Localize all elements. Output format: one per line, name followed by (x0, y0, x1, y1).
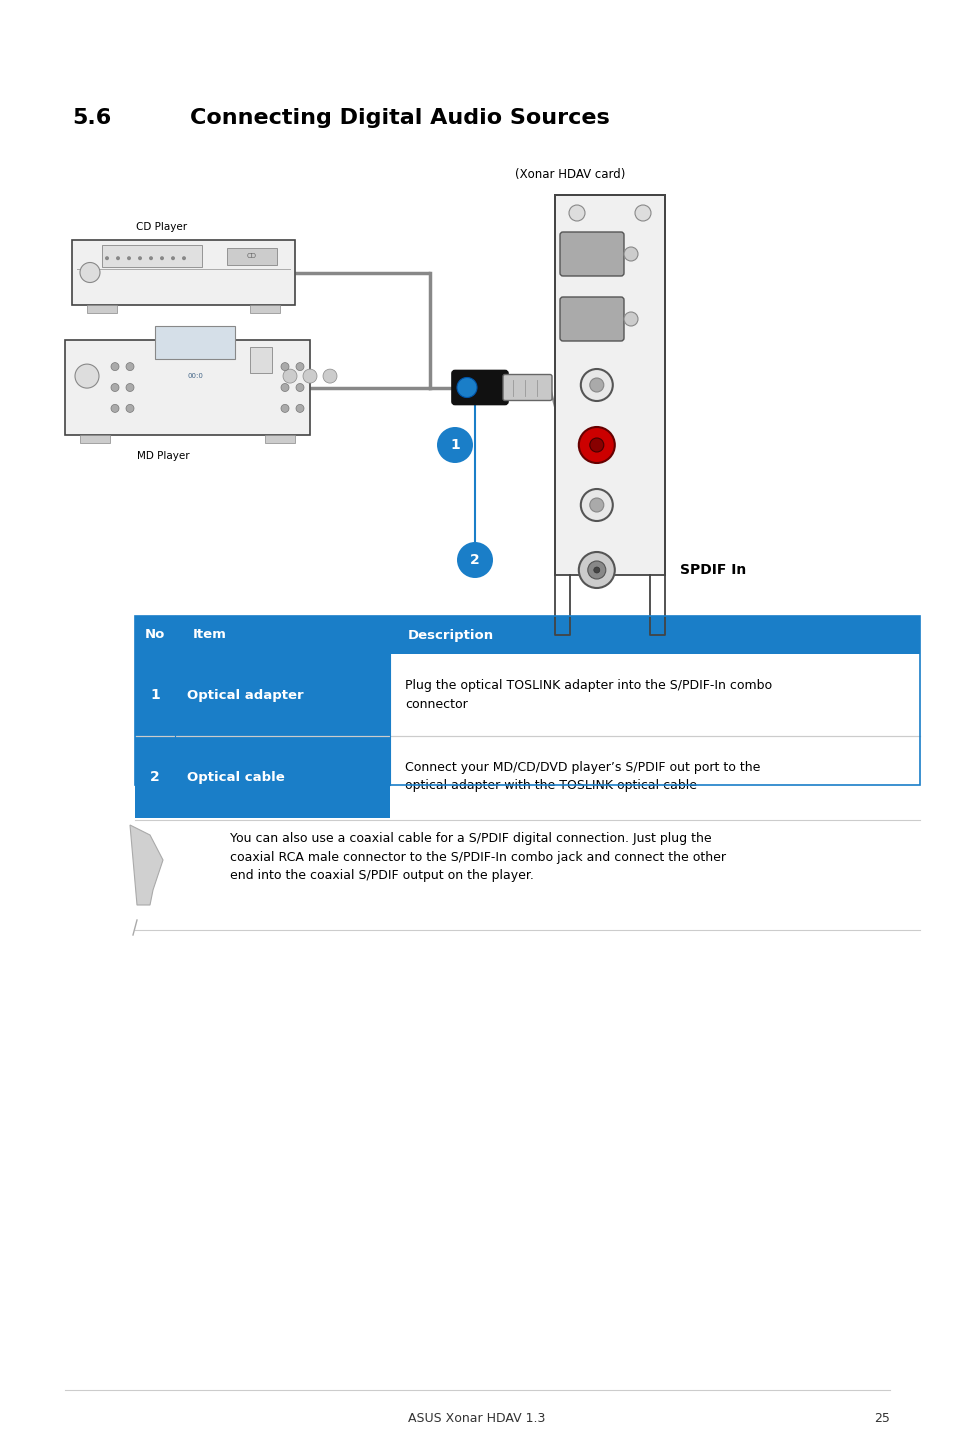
Text: SPDIF In: SPDIF In (679, 564, 745, 577)
Circle shape (281, 404, 289, 413)
FancyBboxPatch shape (559, 298, 623, 341)
Text: ASUS Xonar HDAV 1.3: ASUS Xonar HDAV 1.3 (408, 1412, 545, 1425)
Circle shape (138, 256, 142, 260)
Text: CD: CD (247, 253, 256, 259)
Bar (135, 736, 919, 818)
FancyBboxPatch shape (87, 305, 117, 313)
Circle shape (126, 384, 133, 391)
Circle shape (111, 404, 119, 413)
Text: 00:0: 00:0 (187, 372, 203, 380)
Text: CD Player: CD Player (135, 221, 187, 232)
Circle shape (578, 552, 614, 588)
Circle shape (160, 256, 164, 260)
FancyBboxPatch shape (80, 436, 110, 443)
Text: Connect your MD/CD/DVD player’s S/PDIF out port to the
optical adapter with the : Connect your MD/CD/DVD player’s S/PDIF o… (405, 762, 760, 792)
FancyBboxPatch shape (227, 249, 276, 265)
FancyBboxPatch shape (555, 196, 664, 575)
FancyBboxPatch shape (154, 326, 234, 360)
Circle shape (295, 362, 304, 371)
Circle shape (635, 206, 650, 221)
Circle shape (126, 404, 133, 413)
Bar (135, 736, 174, 818)
Circle shape (587, 561, 605, 580)
Circle shape (589, 439, 603, 452)
Text: Description: Description (408, 628, 494, 641)
Circle shape (456, 378, 476, 397)
Circle shape (436, 427, 473, 463)
Circle shape (182, 256, 186, 260)
Text: 1: 1 (450, 439, 459, 452)
Text: Item: Item (193, 628, 227, 641)
Text: 25: 25 (873, 1412, 889, 1425)
Bar (174, 654, 390, 736)
Circle shape (568, 206, 584, 221)
Bar (135, 615, 919, 654)
FancyBboxPatch shape (71, 240, 294, 305)
Circle shape (111, 384, 119, 391)
Circle shape (281, 362, 289, 371)
FancyBboxPatch shape (250, 347, 272, 374)
Circle shape (295, 404, 304, 413)
FancyBboxPatch shape (452, 371, 507, 404)
Circle shape (149, 256, 152, 260)
FancyBboxPatch shape (102, 244, 202, 267)
Circle shape (171, 256, 174, 260)
Bar (135, 654, 174, 736)
Text: 5.6: 5.6 (71, 108, 112, 128)
Circle shape (281, 384, 289, 391)
Circle shape (323, 370, 336, 383)
Text: Connecting Digital Audio Sources: Connecting Digital Audio Sources (190, 108, 609, 128)
Text: 2: 2 (470, 554, 479, 567)
Circle shape (127, 256, 131, 260)
Bar (135, 654, 919, 736)
Circle shape (589, 378, 603, 393)
Circle shape (578, 427, 614, 463)
Text: Optical adapter: Optical adapter (187, 689, 303, 702)
Circle shape (105, 256, 109, 260)
Circle shape (295, 384, 304, 391)
Text: 2: 2 (150, 769, 160, 784)
Circle shape (303, 370, 316, 383)
Circle shape (80, 263, 100, 282)
Circle shape (623, 247, 638, 262)
FancyBboxPatch shape (65, 339, 310, 436)
Circle shape (75, 364, 99, 388)
FancyBboxPatch shape (502, 374, 552, 401)
Text: 1: 1 (150, 687, 160, 702)
Circle shape (456, 542, 493, 578)
Circle shape (623, 312, 638, 326)
Circle shape (593, 567, 599, 572)
Bar (174, 736, 390, 818)
Text: No: No (145, 628, 165, 641)
Polygon shape (130, 825, 163, 905)
FancyBboxPatch shape (250, 305, 280, 313)
Text: Plug the optical TOSLINK adapter into the S/PDIF-In combo
connector: Plug the optical TOSLINK adapter into th… (405, 680, 771, 710)
Circle shape (580, 370, 612, 401)
Circle shape (589, 498, 603, 512)
Circle shape (283, 370, 296, 383)
Circle shape (580, 489, 612, 521)
Text: You can also use a coaxial cable for a S/PDIF digital connection. Just plug the
: You can also use a coaxial cable for a S… (230, 833, 725, 881)
Circle shape (126, 362, 133, 371)
Text: MD Player: MD Player (136, 452, 189, 462)
Text: Optical cable: Optical cable (187, 771, 284, 784)
Text: (Xonar HDAV card): (Xonar HDAV card) (515, 168, 624, 181)
FancyBboxPatch shape (559, 232, 623, 276)
Circle shape (111, 362, 119, 371)
FancyBboxPatch shape (265, 436, 294, 443)
Bar (135, 615, 919, 785)
Circle shape (116, 256, 120, 260)
